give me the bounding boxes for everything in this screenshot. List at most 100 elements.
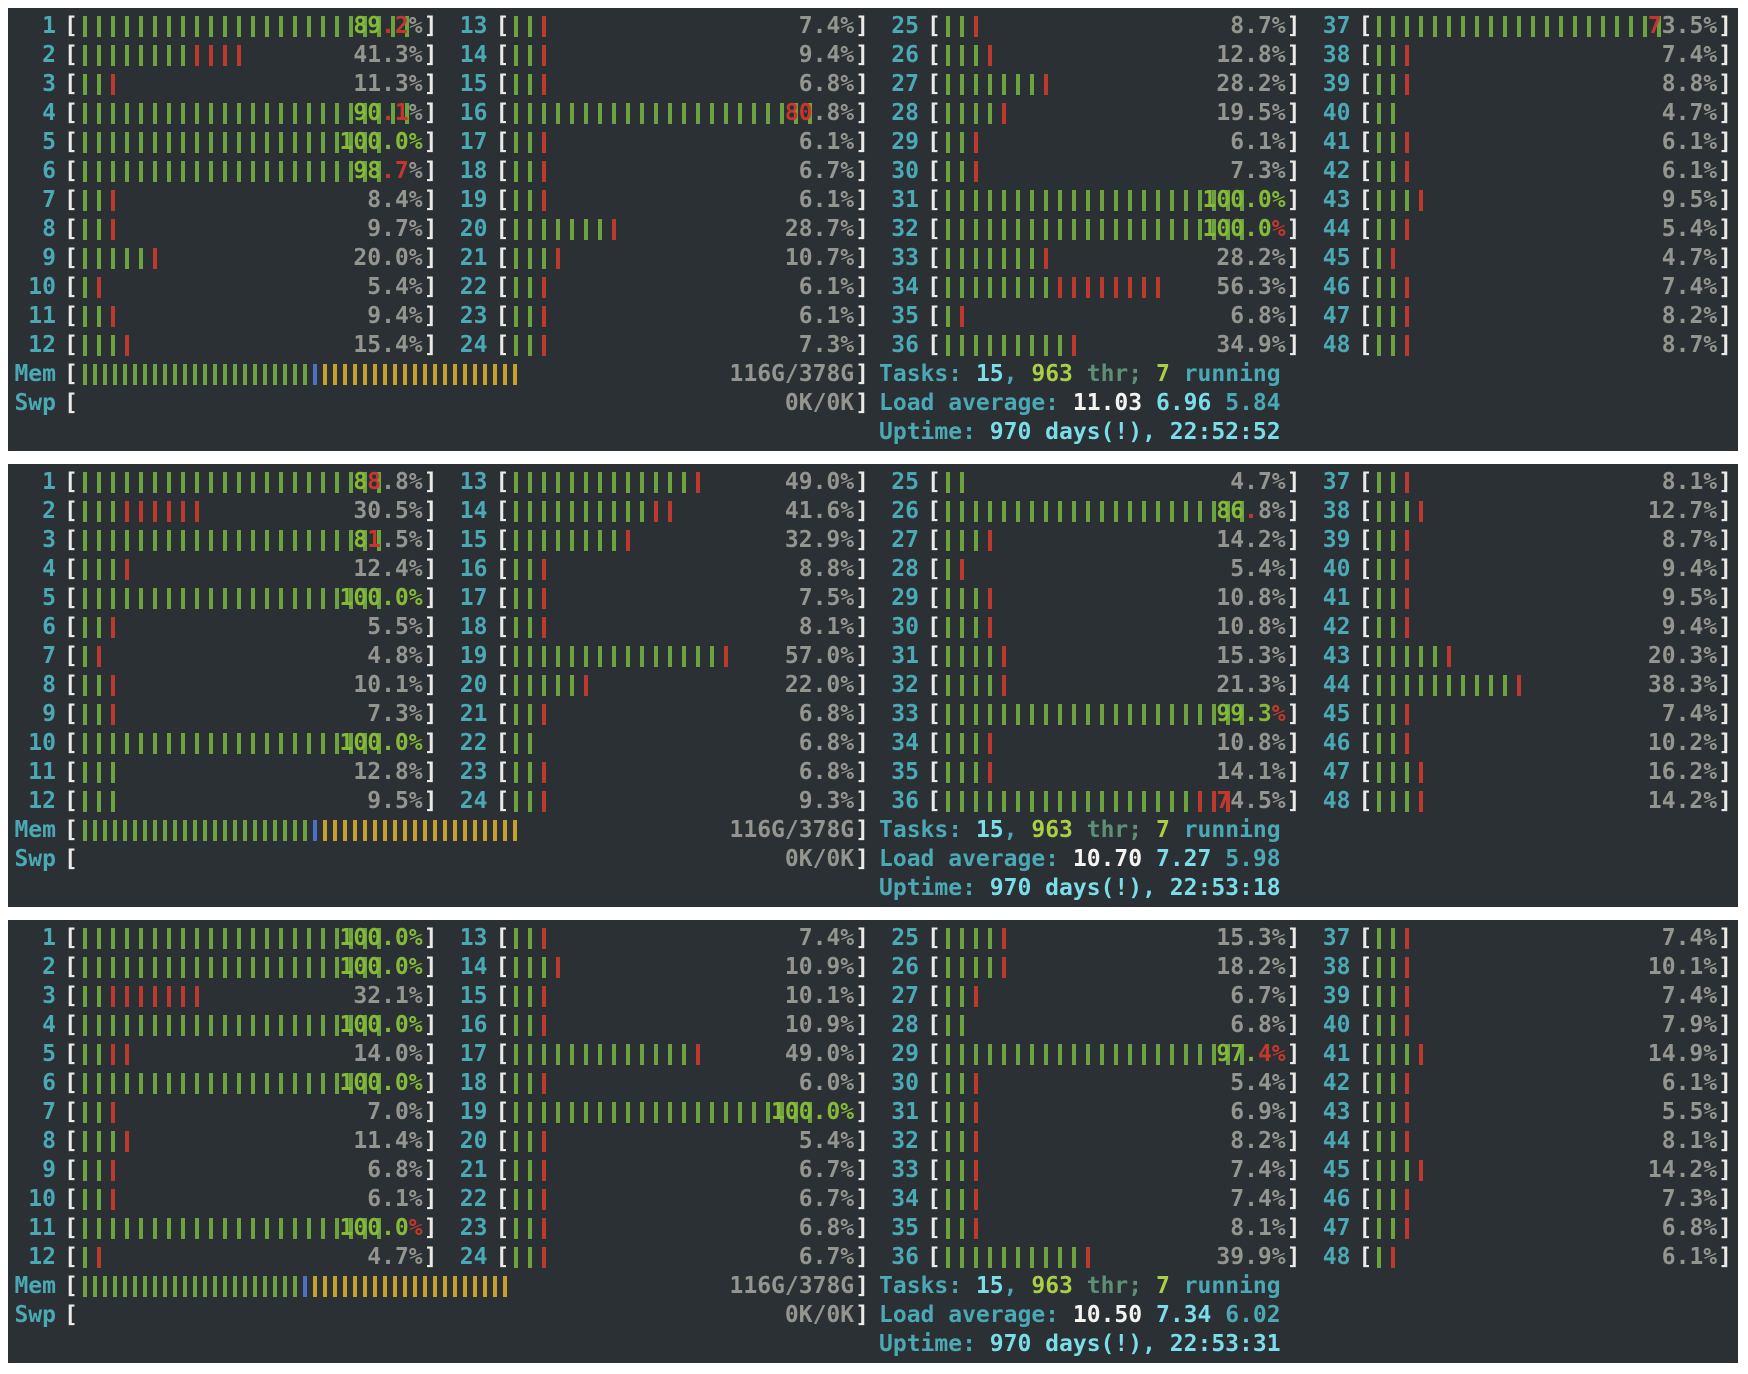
meter-tick-r [1211,791,1216,812]
meter-tick-g [96,74,101,95]
meter-open-bracket: [ [1358,556,1373,582]
cpu-number: 15 [459,527,488,553]
cpu-number: 45 [1322,1157,1351,1183]
meter-tick-g [1377,161,1382,182]
meter-tick-g [1001,248,1006,269]
meter-tick-g [1239,704,1244,725]
cpu-usage-meter: 10.2% [1372,729,1718,758]
cpu-number: 39 [1322,983,1351,1009]
meter-tick-g [542,248,547,269]
cpu-meter-row: 13[49.0%] [442,468,869,497]
meter-ticks [514,41,556,70]
meter-close-bracket: ] [1718,187,1732,213]
meter-tick-g [780,103,785,124]
meter-tick-r [542,704,547,725]
meter-tick-g [222,530,227,551]
meter-value-text: 7.4% [1662,273,1717,302]
meter-tick-g [222,1015,227,1036]
meter-tick-g [138,928,143,949]
htop-panel-1: 1[89.2%] 2[41.3%] 3[11.3%] 4[90.1%] 5[100.0%… [8,8,1738,451]
meter-tick-g [348,132,353,153]
meter-tick-g [1391,704,1396,725]
cpu-usage-meter: 7.5% [509,584,855,613]
meter-tick-g [987,1044,992,1065]
meter-tick-g [264,588,269,609]
meter-tick-g [1405,1160,1410,1181]
meter-ticks [945,186,1254,215]
meter-tick-g [110,559,115,580]
tasks-line-segment: running [1169,1273,1281,1299]
meter-value-text: 21.3% [1216,671,1285,700]
percent-text-segment: 15.4% [353,332,423,358]
meter-tick-g [278,161,283,182]
meter-open-bracket: [ [1358,71,1373,97]
cpu-number: 12 [28,332,56,358]
meter-tick-y [512,820,517,841]
meter-tick-g [1141,1044,1146,1065]
meter-tick-r [1405,1131,1410,1152]
meter-ticks [514,1214,556,1243]
percent-text-segment: 4.7% [1230,469,1286,495]
meter-value-text: 7.4% [1662,982,1717,1011]
meter-close-bracket: ] [1718,1128,1732,1154]
meter-tick-g [682,103,687,124]
meter-tick-g [292,733,297,754]
meter-tick-g [110,161,115,182]
meter-tick-g [124,45,129,66]
meter-tick-g [738,1102,743,1123]
meter-tick-g [264,16,269,37]
cpu-meter-row: 40[7.9%] [1305,1011,1732,1040]
meter-tick-r [110,74,115,95]
meter-tick-g [1405,791,1410,812]
meter-tick-g [208,472,213,493]
meter-tick-g [96,16,101,37]
cpu-usage-meter: 4.7% [941,468,1287,497]
meter-tick-g [668,1102,673,1123]
meter-tick-g [1071,501,1076,522]
cpu-usage-meter: 21.3% [941,671,1287,700]
meter-value-text: 28.7% [785,215,854,244]
memory-value: 116G/378G [729,817,855,843]
meter-tick-g [1043,704,1048,725]
meter-close-bracket: ] [423,1099,438,1125]
cpu-number: 18 [459,1070,488,1096]
meter-open-bracket: [ [927,13,941,39]
cpu-usage-meter: 6.8% [941,1011,1287,1040]
meter-open-bracket: [ [64,1128,78,1154]
meter-ticks [82,331,139,360]
cpu-number: 31 [891,643,919,669]
meter-close-bracket: ] [423,954,438,980]
meter-close-bracket: ] [423,42,438,68]
meter-open-bracket: [ [1358,1244,1373,1270]
meter-tick-g [278,928,283,949]
meter-value-text: 5.5% [367,613,422,642]
cpu-number: 42 [1322,158,1351,184]
meter-value-text: 5.4% [1662,215,1717,244]
meter-tick-g [1391,1044,1396,1065]
meter-tick-g [528,1247,533,1268]
meter-tick-g [194,1073,199,1094]
cpu-usage-meter: 7.3% [509,331,855,360]
meter-tick-g [180,1015,185,1036]
meter-tick-g [973,74,978,95]
meter-tick-g [138,45,143,66]
cpu-meter-row: 41[9.5%] [1305,584,1732,613]
meter-open-bracket: [ [927,245,941,271]
cpu-meter-row: 2[100.0%] [10,953,438,982]
meter-tick-r [110,617,115,638]
meter-tick-g [138,530,143,551]
meter-tick-g [1377,1044,1382,1065]
cpu-column-1: 1[100.0%] 2[100.0%] 3[32.1%] 4[100.0%] 5[14.… [10,924,442,1272]
meter-tick-g [1461,675,1466,696]
meter-ticks [514,526,640,555]
meter-tick-y [332,364,337,385]
meter-tick-y [412,364,417,385]
meter-tick-r [542,45,547,66]
cpu-usage-meter: 9.4% [509,41,855,70]
percent-text-segment: 8.1% [1661,1128,1718,1154]
meter-tick-g [1405,16,1410,37]
meter-value-text: 6.1% [799,128,854,157]
meter-ticks [945,497,1254,526]
meter-open-bracket: [ [495,1041,510,1067]
meter-tick-g [82,559,87,580]
